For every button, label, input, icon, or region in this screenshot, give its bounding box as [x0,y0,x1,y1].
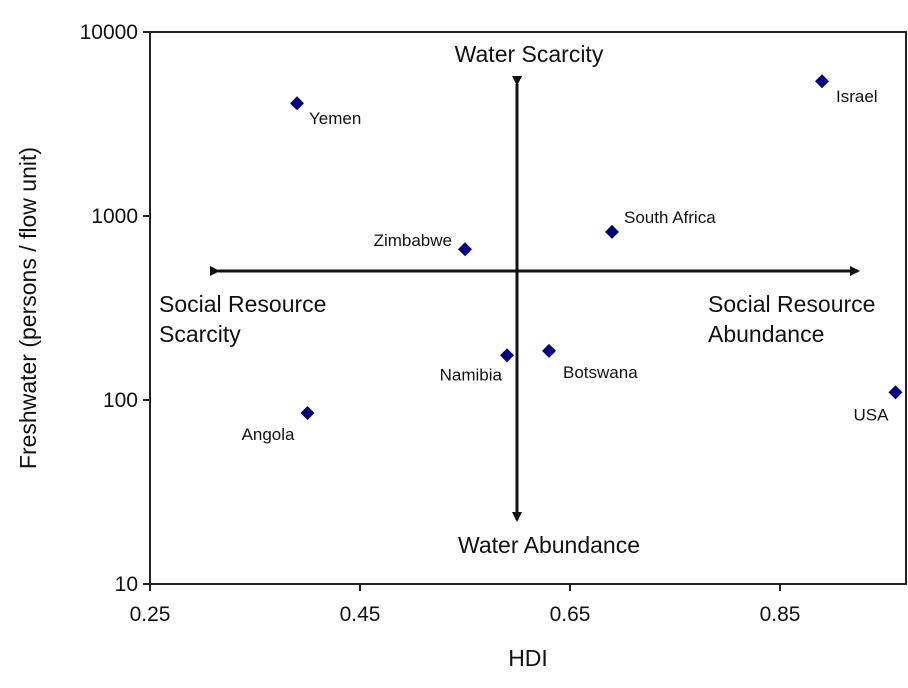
point-label: Zimbabwe [374,231,452,250]
x-tick-label: 0.25 [130,603,171,626]
y-tick-label: 10 [115,573,138,596]
point-label: Namibia [440,365,503,384]
x-axis-title: HDI [508,645,548,671]
y-tick-label: 100 [103,389,138,412]
y-axis: 10 100 1000 10000 [80,21,150,596]
annotation-social-abundance-line2: Abundance [708,321,824,347]
data-point-israel [815,74,829,89]
data-point-angola [300,405,315,420]
point-label: Angola [242,425,295,444]
data-point-yemen [290,96,304,111]
y-tick-label: 1000 [91,205,138,228]
data-point-south-africa [605,224,619,239]
annotation-social-scarcity-line1: Social Resource [159,291,326,317]
annotation-social-scarcity-line2: Scarcity [159,321,241,347]
point-label: USA [854,405,890,424]
annotation-water-scarcity: Water Scarcity [455,41,604,67]
point-label: Botswana [563,363,638,382]
x-tick-label: 0.65 [550,603,591,626]
data-point-namibia [500,348,514,363]
x-axis: 0.25 0.45 0.65 0.85 [130,584,801,626]
point-label: Israel [836,87,878,106]
y-tick-label: 10000 [80,21,138,44]
annotation-social-abundance-line1: Social Resource [708,291,875,317]
point-label: Yemen [309,109,361,128]
point-label: South Africa [624,208,716,227]
plot-area [149,31,907,585]
data-point-zimbabwe [458,242,472,257]
data-point-botswana [542,343,556,358]
annotation-water-abundance: Water Abundance [458,532,640,558]
x-tick-label: 0.45 [340,603,381,626]
y-axis-title: Freshwater (persons / flow unit) [15,147,41,469]
data-points: Yemen Israel Zimbabwe South Africa Namibia Bo… [242,74,903,444]
data-point-usa [888,385,903,400]
x-tick-label: 0.85 [760,603,801,626]
